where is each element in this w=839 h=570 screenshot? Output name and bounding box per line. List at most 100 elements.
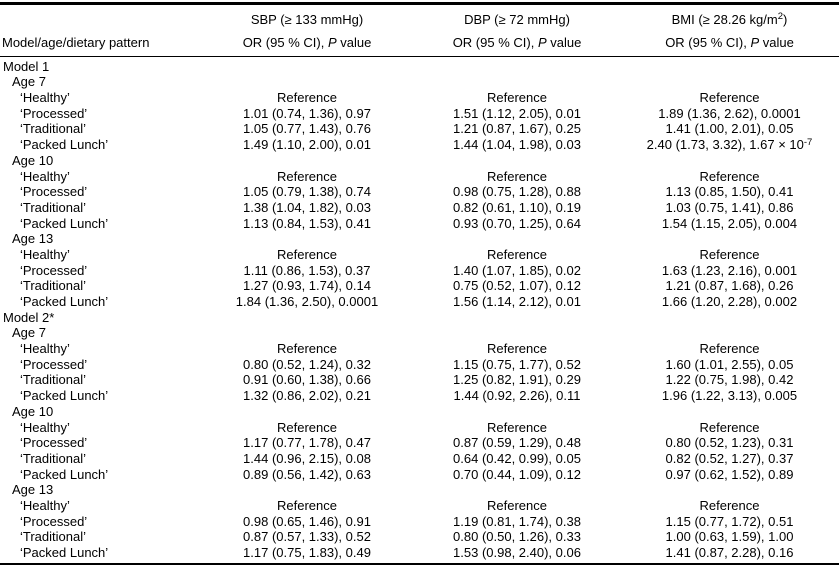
sbp-value-cell xyxy=(200,74,414,90)
dbp-value-cell xyxy=(414,231,620,247)
sbp-value: 1.44 (0.96, 2.15), 0.08 xyxy=(243,450,371,466)
table-row: ‘Processed’ 0.98 (0.65, 1.46), 0.91 1.19… xyxy=(0,514,839,530)
sbp-value: 0.91 (0.60, 1.38), 0.66 xyxy=(243,372,371,388)
bmi-value-cell xyxy=(620,231,839,247)
bmi-value: Reference xyxy=(699,497,760,513)
sbp-value-cell: Reference xyxy=(200,169,414,185)
dbp-value: 1.25 (0.82, 1.91), 0.29 xyxy=(453,372,581,388)
row-label: ‘Processed’ xyxy=(20,184,88,200)
row-label: ‘Healthy’ xyxy=(20,497,70,513)
bmi-value-cell: 0.97 (0.62, 1.52), 0.89 xyxy=(620,467,839,483)
bmi-value-cell: 2.40 (1.73, 3.32), 1.67 × 10-7 xyxy=(620,137,839,153)
dbp-value: 1.53 (0.98, 2.40), 0.06 xyxy=(453,545,581,560)
dbp-subtitle-p-italic: P xyxy=(537,34,547,50)
bmi-value-cell xyxy=(620,153,839,169)
dbp-value: Reference xyxy=(487,497,547,513)
bmi-value: 1.41 (0.87, 2.28), 0.16 xyxy=(665,545,794,560)
sbp-value: 1.01 (0.74, 1.36), 0.97 xyxy=(243,105,371,121)
bmi-value-cell xyxy=(620,59,839,75)
bmi-value-cell: Reference xyxy=(620,420,839,436)
sbp-value: 1.05 (0.79, 1.38), 0.74 xyxy=(243,184,371,200)
table-row: ‘Processed’ 1.01 (0.74, 1.36), 0.97 1.51… xyxy=(0,106,839,122)
sbp-value-cell xyxy=(200,310,414,326)
row-label: Model 1 xyxy=(3,58,50,74)
sbp-value-cell: Reference xyxy=(200,247,414,263)
sbp-value-cell: 1.84 (1.36, 2.50), 0.0001 xyxy=(200,294,414,310)
table-bottom-border xyxy=(0,562,839,566)
dbp-value-cell: 0.98 (0.75, 1.28), 0.88 xyxy=(414,184,620,200)
sbp-value-cell: 1.44 (0.96, 2.15), 0.08 xyxy=(200,451,414,467)
sbp-value: 1.84 (1.36, 2.50), 0.0001 xyxy=(235,294,379,309)
dbp-value: Reference xyxy=(487,90,547,106)
sbp-value-cell: 1.32 (0.86, 2.02), 0.21 xyxy=(200,388,414,404)
row-label: ‘Packed Lunch’ xyxy=(20,388,109,404)
sbp-value-cell: 1.05 (0.77, 1.43), 0.76 xyxy=(200,121,414,137)
dbp-value-cell: 1.44 (1.04, 1.98), 0.03 xyxy=(414,137,620,153)
table-row: ‘Healthy’ Reference Reference Reference xyxy=(0,247,839,263)
dbp-value: 0.98 (0.75, 1.28), 0.88 xyxy=(453,184,581,200)
sbp-value-cell: Reference xyxy=(200,420,414,436)
sbp-value-cell xyxy=(200,325,414,341)
sbp-value: 0.89 (0.56, 1.42), 0.63 xyxy=(243,466,371,482)
dbp-value-cell xyxy=(414,404,620,420)
dbp-value: 0.80 (0.50, 1.26), 0.33 xyxy=(453,529,581,545)
bmi-value: 1.41 (1.00, 2.01), 0.05 xyxy=(665,121,794,137)
sbp-value: Reference xyxy=(277,168,337,184)
dbp-value-cell: Reference xyxy=(414,341,620,357)
bmi-value: 0.82 (0.52, 1.27), 0.37 xyxy=(665,450,794,466)
table-row: ‘Traditional’ 1.05 (0.77, 1.43), 0.76 1.… xyxy=(0,121,839,137)
column-header-dbp: DBP (≥ 72 mmHg) xyxy=(414,12,620,28)
sbp-value-cell: 1.17 (0.77, 1.78), 0.47 xyxy=(200,435,414,451)
bmi-value-superscript: -7 xyxy=(803,136,813,148)
table-row: Model 2* xyxy=(0,310,839,326)
bmi-value-cell: 1.96 (1.22, 3.13), 0.005 xyxy=(620,388,839,404)
sbp-value-cell: Reference xyxy=(200,498,414,514)
row-label: ‘Healthy’ xyxy=(20,419,70,435)
bmi-value-cell: 1.41 (0.87, 2.28), 0.16 xyxy=(620,545,839,561)
sbp-value: 1.17 (0.75, 1.83), 0.49 xyxy=(243,545,371,560)
bmi-value: 0.97 (0.62, 1.52), 0.89 xyxy=(665,466,794,482)
bmi-value-cell: 0.82 (0.52, 1.27), 0.37 xyxy=(620,451,839,467)
table-row: Model 1 xyxy=(0,59,839,75)
bmi-value: 2.40 (1.73, 3.32), 1.67 × 10 xyxy=(646,137,804,153)
sbp-value: 0.87 (0.57, 1.33), 0.52 xyxy=(243,529,371,545)
bmi-value-cell xyxy=(620,482,839,498)
dbp-value: 1.15 (0.75, 1.77), 0.52 xyxy=(453,356,581,372)
dbp-value-cell: 0.75 (0.52, 1.07), 0.12 xyxy=(414,278,620,294)
bmi-title-superscript: 2 xyxy=(777,11,784,22)
sbp-value-cell: 1.17 (0.75, 1.83), 0.49 xyxy=(200,545,414,561)
table-row: ‘Healthy’ Reference Reference Reference xyxy=(0,498,839,514)
dbp-value: Reference xyxy=(487,341,547,357)
sbp-value-cell xyxy=(200,482,414,498)
bmi-value-cell xyxy=(620,404,839,420)
dbp-value-cell: 1.19 (0.81, 1.74), 0.38 xyxy=(414,514,620,530)
bmi-value-cell: 1.15 (0.77, 1.72), 0.51 xyxy=(620,514,839,530)
table-row: ‘Processed’ 1.17 (0.77, 1.78), 0.47 0.87… xyxy=(0,435,839,451)
dbp-subtitle-text: OR (95 % CI), xyxy=(452,34,538,50)
dbp-value: Reference xyxy=(487,246,547,262)
dbp-value: 1.21 (0.87, 1.67), 0.25 xyxy=(453,121,581,137)
row-label: Age 13 xyxy=(12,482,54,498)
dbp-value: 0.64 (0.42, 0.99), 0.05 xyxy=(453,450,581,466)
sbp-value-cell: 0.91 (0.60, 1.38), 0.66 xyxy=(200,372,414,388)
dbp-value-cell: 0.93 (0.70, 1.25), 0.64 xyxy=(414,216,620,232)
row-label: ‘Processed’ xyxy=(20,262,88,278)
sbp-value: 1.17 (0.77, 1.78), 0.47 xyxy=(243,435,371,451)
table-row: Age 13 xyxy=(0,482,839,498)
dbp-value-cell: Reference xyxy=(414,90,620,106)
sbp-value-cell: 0.80 (0.52, 1.24), 0.32 xyxy=(200,357,414,373)
dbp-value: 1.44 (0.92, 2.26), 0.11 xyxy=(453,388,581,404)
bmi-value: 0.80 (0.52, 1.23), 0.31 xyxy=(665,435,794,451)
row-label: ‘Packed Lunch’ xyxy=(20,215,109,231)
row-label: ‘Processed’ xyxy=(20,105,88,121)
table-row: Age 7 xyxy=(0,74,839,90)
bmi-value-cell: Reference xyxy=(620,341,839,357)
dbp-value: 1.56 (1.14, 2.12), 0.01 xyxy=(453,294,581,309)
dbp-value-cell: 0.70 (0.44, 1.09), 0.12 xyxy=(414,467,620,483)
bmi-value-cell: 1.21 (0.87, 1.68), 0.26 xyxy=(620,278,839,294)
table-row: ‘Packed Lunch’ 1.32 (0.86, 2.02), 0.21 1… xyxy=(0,388,839,404)
dbp-value-cell xyxy=(414,59,620,75)
dbp-value-cell: 1.56 (1.14, 2.12), 0.01 xyxy=(414,294,620,310)
table-row: Age 10 xyxy=(0,153,839,169)
dbp-value-cell: 0.82 (0.61, 1.10), 0.19 xyxy=(414,200,620,216)
